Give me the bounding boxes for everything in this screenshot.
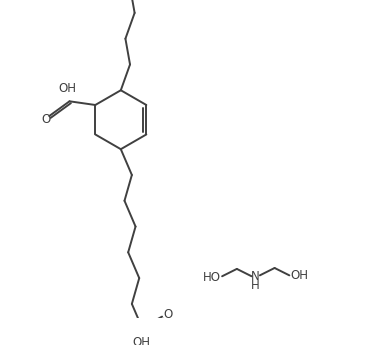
Text: OH: OH (59, 82, 77, 95)
Text: O: O (163, 308, 172, 322)
Text: O: O (41, 113, 50, 126)
Text: HO: HO (203, 271, 221, 284)
Text: OH: OH (132, 336, 150, 345)
Text: H: H (251, 279, 260, 292)
Text: OH: OH (290, 269, 308, 282)
Text: N: N (251, 270, 260, 283)
